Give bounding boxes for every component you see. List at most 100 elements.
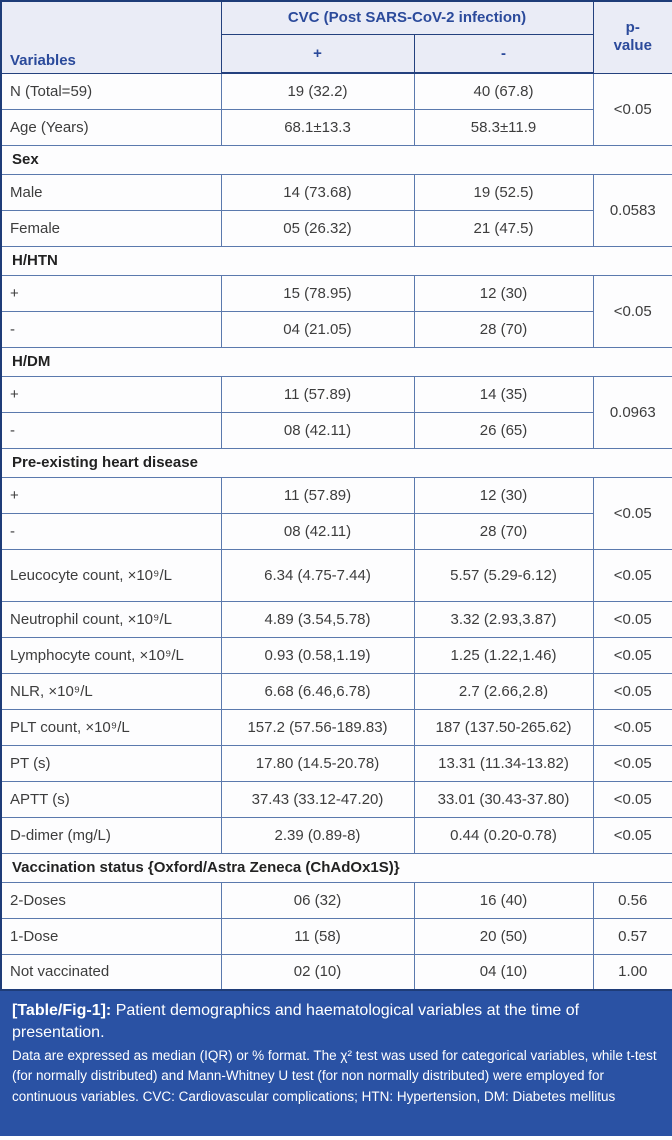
row-label: D-dimer (mg/L): [0, 816, 222, 854]
column-header-cvc: CVC (Post SARS-CoV-2 infection): [220, 0, 594, 35]
section-header: H/DM: [0, 346, 672, 377]
cvc-negative-value: 16 (40): [413, 881, 594, 919]
row-label: 2-Doses: [0, 881, 222, 919]
cvc-positive-value: 02 (10): [220, 953, 415, 991]
table-row: D-dimer (mg/L) 2.39 (0.89-8) 0.44 (0.20-…: [0, 816, 672, 854]
p-value: <0.05: [592, 274, 672, 348]
cvc-negative-value: 3.32 (2.93,3.87): [413, 600, 594, 638]
p-value: <0.05: [592, 72, 672, 146]
cvc-positive-value: 11 (57.89): [220, 375, 415, 413]
caption-tag: [Table/Fig-1]:: [12, 1002, 112, 1019]
cvc-negative-value: 13.31 (11.34-13.82): [413, 744, 594, 782]
table-row: Lymphocyte count, ×10⁹/L 0.93 (0.58,1.19…: [0, 636, 672, 674]
table-row: PLT count, ×10⁹/L 157.2 (57.56-189.83) 1…: [0, 708, 672, 746]
table-row: Not vaccinated 02 (10) 04 (10) 1.00: [0, 953, 672, 991]
cvc-negative-value: 14 (35): [413, 375, 594, 413]
p-value: <0.05: [592, 636, 672, 674]
cvc-negative-value: 58.3±11.9: [413, 108, 594, 146]
cvc-negative-value: 187 (137.50-265.62): [413, 708, 594, 746]
table-row: Female 05 (26.32) 21 (47.5): [0, 209, 672, 247]
table-row: Male 14 (73.68) 19 (52.5) 0.0583: [0, 173, 672, 247]
row-label: -: [0, 310, 222, 348]
p-value: <0.05: [592, 476, 672, 550]
row-label: Age (Years): [0, 108, 222, 146]
caption-note: Data are expressed as median (IQR) or % …: [12, 1048, 657, 1104]
cvc-negative-value: 21 (47.5): [413, 209, 594, 247]
cvc-positive-value: 37.43 (33.12-47.20): [220, 780, 415, 818]
row-label: N (Total=59): [0, 72, 222, 110]
caption-title-text: Patient demographics and haematological …: [12, 1002, 580, 1041]
column-header-cvc-positive: +: [220, 33, 415, 74]
p-value: 0.0583: [592, 173, 672, 247]
table-row: Age (Years) 68.1±13.3 58.3±11.9: [0, 108, 672, 146]
p-value: <0.05: [592, 708, 672, 746]
cvc-negative-value: 40 (67.8): [413, 72, 594, 110]
row-label: APTT (s): [0, 780, 222, 818]
cvc-negative-value: 28 (70): [413, 310, 594, 348]
row-label: +: [0, 274, 222, 312]
row-label: +: [0, 375, 222, 413]
cvc-positive-value: 4.89 (3.54,5.78): [220, 600, 415, 638]
p-value: <0.05: [592, 744, 672, 782]
cvc-positive-value: 2.39 (0.89-8): [220, 816, 415, 854]
column-header-p-value: p- value: [592, 0, 672, 74]
cvc-positive-value: 08 (42.11): [220, 512, 415, 550]
p-value: <0.05: [592, 672, 672, 710]
cvc-negative-value: 5.57 (5.29-6.12): [413, 548, 594, 602]
table-row: Neutrophil count, ×10⁹/L 4.89 (3.54,5.78…: [0, 600, 672, 638]
table-row: - 08 (42.11) 26 (65): [0, 411, 672, 449]
p-value: 0.57: [592, 917, 672, 955]
cvc-positive-value: 6.34 (4.75-7.44): [220, 548, 415, 602]
row-label: PLT count, ×10⁹/L: [0, 708, 222, 746]
cvc-positive-value: 0.93 (0.58,1.19): [220, 636, 415, 674]
section-header-row: H/DM: [0, 346, 672, 377]
row-label: Leucocyte count, ×10⁹/L: [0, 548, 222, 602]
p-value: <0.05: [592, 780, 672, 818]
row-label: +: [0, 476, 222, 514]
cvc-positive-value: 11 (58): [220, 917, 415, 955]
cvc-positive-value: 19 (32.2): [220, 72, 415, 110]
cvc-positive-value: 68.1±13.3: [220, 108, 415, 146]
section-header: Pre-existing heart disease: [0, 447, 672, 478]
table-row: APTT (s) 37.43 (33.12-47.20) 33.01 (30.4…: [0, 780, 672, 818]
p-value: <0.05: [592, 600, 672, 638]
table-row: NLR, ×10⁹/L 6.68 (6.46,6.78) 2.7 (2.66,2…: [0, 672, 672, 710]
table-row: - 08 (42.11) 28 (70): [0, 512, 672, 550]
row-label: Not vaccinated: [0, 953, 222, 991]
cvc-positive-value: 11 (57.89): [220, 476, 415, 514]
row-label: 1-Dose: [0, 917, 222, 955]
cvc-negative-value: 12 (30): [413, 476, 594, 514]
table-row: + 15 (78.95) 12 (30) <0.05: [0, 274, 672, 348]
p-value: <0.05: [592, 548, 672, 602]
p-value: 0.56: [592, 881, 672, 919]
cvc-positive-value: 05 (26.32): [220, 209, 415, 247]
cvc-negative-value: 1.25 (1.22,1.46): [413, 636, 594, 674]
header-row-1: Variables CVC (Post SARS-CoV-2 infection…: [0, 0, 672, 74]
p-value: 1.00: [592, 953, 672, 991]
cvc-negative-value: 2.7 (2.66,2.8): [413, 672, 594, 710]
section-header: Sex: [0, 144, 672, 175]
table-row: Leucocyte count, ×10⁹/L 6.34 (4.75-7.44)…: [0, 548, 672, 602]
cvc-positive-value: 08 (42.11): [220, 411, 415, 449]
row-label: Neutrophil count, ×10⁹/L: [0, 600, 222, 638]
cvc-negative-value: 12 (30): [413, 274, 594, 312]
row-label: Male: [0, 173, 222, 211]
row-label: Lymphocyte count, ×10⁹/L: [0, 636, 222, 674]
caption-title: [Table/Fig-1]: Patient demographics and …: [12, 1000, 660, 1043]
table-row: + 11 (57.89) 12 (30) <0.05: [0, 476, 672, 550]
cvc-negative-value: 19 (52.5): [413, 173, 594, 211]
section-header: Vaccination status {Oxford/Astra Zeneca …: [0, 852, 672, 883]
p-value: <0.05: [592, 816, 672, 854]
cvc-positive-value: 157.2 (57.56-189.83): [220, 708, 415, 746]
row-label: PT (s): [0, 744, 222, 782]
cvc-negative-value: 33.01 (30.43-37.80): [413, 780, 594, 818]
row-label: NLR, ×10⁹/L: [0, 672, 222, 710]
row-label: Female: [0, 209, 222, 247]
column-header-variables: Variables: [0, 0, 222, 74]
row-label: -: [0, 411, 222, 449]
row-label: -: [0, 512, 222, 550]
cvc-positive-value: 14 (73.68): [220, 173, 415, 211]
cvc-negative-value: 0.44 (0.20-0.78): [413, 816, 594, 854]
column-header-cvc-negative: -: [413, 33, 594, 74]
